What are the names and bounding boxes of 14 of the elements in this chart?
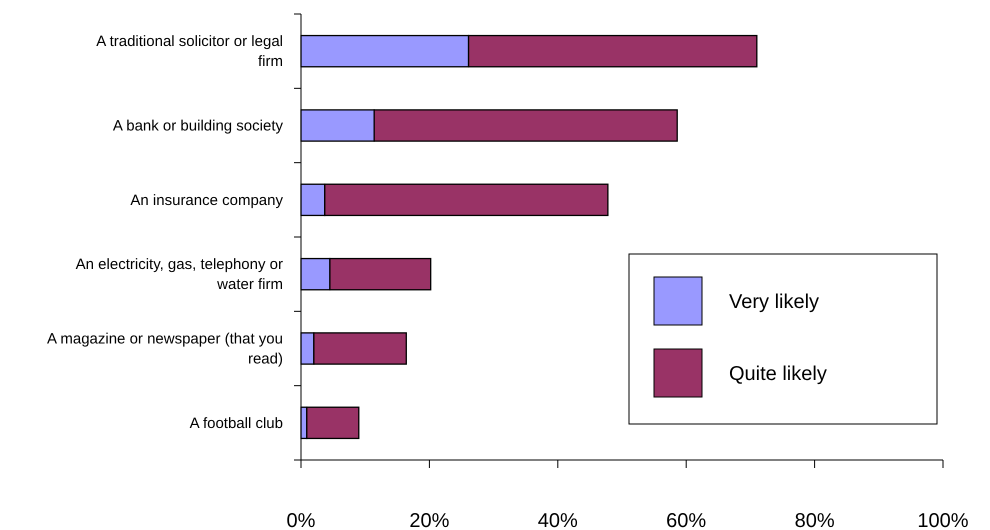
y-tick-label: An electricity, gas, telephony or water firm <box>76 256 284 294</box>
y-tick-label: A traditional solicitor or legal firm <box>96 33 283 70</box>
x-tick-label: 80% <box>794 510 835 530</box>
x-tick-label: 20% <box>409 510 450 530</box>
y-tick-label: A football club <box>190 414 283 432</box>
legend-label: Quite likely <box>729 363 827 385</box>
x-tick-label: 40% <box>538 510 578 530</box>
x-tick-label: 60% <box>666 510 706 530</box>
y-tick-label: A magazine or newspaper (that you read) <box>47 330 283 368</box>
legend-label: Very likely <box>729 291 820 313</box>
x-tick-label: 0% <box>286 510 316 530</box>
y-tick-label: A bank or building society <box>112 118 284 134</box>
y-tick-label: An insurance company <box>130 192 284 209</box>
x-tick-label: 100% <box>917 510 969 530</box>
